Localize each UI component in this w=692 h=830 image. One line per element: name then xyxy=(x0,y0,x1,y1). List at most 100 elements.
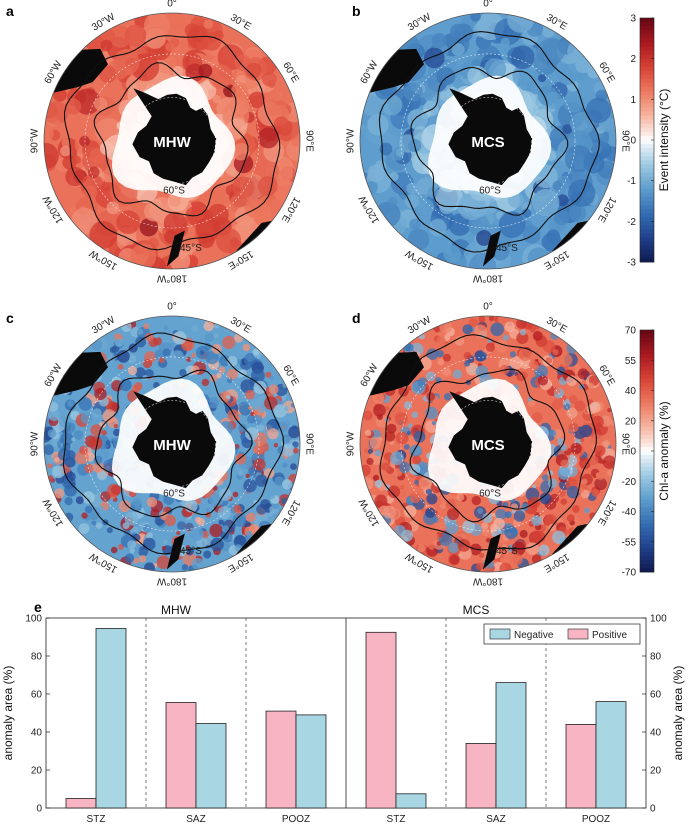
colorbar-segment xyxy=(640,491,654,496)
map-texture-cell xyxy=(124,511,139,526)
map-texture-cell xyxy=(531,515,542,526)
map-texture-cell xyxy=(519,529,528,538)
colorbar-tick-label: -40 xyxy=(622,507,637,518)
map-texture-cell xyxy=(547,478,558,488)
colorbar-segment xyxy=(640,394,654,399)
colorbar-segment xyxy=(640,475,654,480)
map-texture-cell xyxy=(570,442,582,455)
map-texture-cell xyxy=(163,211,187,235)
map-texture-cell xyxy=(264,488,276,500)
map-texture-cell xyxy=(538,544,550,556)
map-field-b xyxy=(360,13,616,269)
map-texture-cell xyxy=(47,429,57,438)
map-texture-cell xyxy=(588,455,599,466)
colorbar-segment xyxy=(640,79,654,84)
map-texture-cell xyxy=(560,459,569,469)
map-texture-cell xyxy=(407,228,430,251)
colorbar-tick-label: -2 xyxy=(627,217,636,228)
map-texture-cell xyxy=(244,198,265,219)
map-texture-cell xyxy=(413,430,426,443)
map-texture-cell xyxy=(489,316,495,322)
colorbar-segment xyxy=(640,249,654,255)
legend-swatch-Negative xyxy=(489,628,511,640)
map-texture-cell xyxy=(412,455,422,465)
map-texture-cell xyxy=(142,524,152,533)
map-texture-cell xyxy=(476,562,484,571)
colorbar-segment xyxy=(640,50,654,55)
map-field-d xyxy=(360,316,616,572)
map-texture-cell xyxy=(202,32,222,51)
colorbar-tick-label: -20 xyxy=(622,477,637,488)
map-texture-cell xyxy=(507,13,535,33)
colorbar-segment xyxy=(640,213,654,218)
map-texture-cell xyxy=(367,113,389,136)
map-texture-cell xyxy=(552,349,559,356)
bar-MCS-POOZ-Positive xyxy=(565,724,597,809)
colorbar-segment xyxy=(640,543,654,549)
map-texture-cell xyxy=(236,517,243,524)
map-texture-cell xyxy=(504,526,518,540)
map-texture-cell xyxy=(52,465,65,479)
map-texture-cell xyxy=(478,316,486,323)
map-texture-cell xyxy=(564,145,593,173)
map-texture-cell xyxy=(250,411,255,416)
colorbar-segment xyxy=(640,176,654,182)
map-texture-cell xyxy=(398,433,405,440)
colorbar-segment xyxy=(640,152,654,157)
colorbar-segment xyxy=(640,95,654,100)
y-tick-label-left: 40 xyxy=(31,728,43,739)
map-texture-cell xyxy=(44,142,59,170)
longitude-label: 90°E xyxy=(303,433,314,455)
colorbar-segment xyxy=(640,414,654,420)
map-texture-cell xyxy=(401,529,413,542)
map-texture-cell xyxy=(127,540,136,549)
map-texture-cell xyxy=(533,531,546,543)
colorbar-segment xyxy=(640,54,654,60)
map-texture-cell xyxy=(468,317,479,328)
bar-MCS-SAZ-Negative xyxy=(495,682,527,809)
map-texture-cell xyxy=(54,457,60,463)
map-texture-cell xyxy=(235,453,247,465)
map-texture-cell xyxy=(389,508,401,520)
map-texture-cell xyxy=(437,330,446,338)
longitude-label: 180°W xyxy=(156,272,187,283)
colorbar-segment xyxy=(640,370,654,375)
colorbar-segment xyxy=(640,111,654,116)
map-texture-cell xyxy=(201,378,210,387)
panel-letter-a: a xyxy=(6,3,14,19)
map-texture-cell xyxy=(60,432,74,446)
map-texture-cell xyxy=(558,489,566,497)
colorbar-tick-label: 55 xyxy=(625,356,637,367)
bar-MHW-SAZ-Positive xyxy=(165,702,197,809)
colorbar-segment xyxy=(640,515,654,520)
x-tick-label: SAZ xyxy=(186,814,205,825)
bar-MCS-POOZ-Negative xyxy=(595,701,627,809)
colorbar-segment xyxy=(640,225,654,230)
map-texture-cell xyxy=(544,91,563,110)
map-texture-cell xyxy=(452,369,463,379)
map-texture-cell xyxy=(191,558,204,571)
map-texture-cell xyxy=(563,91,585,113)
map-texture-cell xyxy=(409,218,421,231)
map-texture-cell xyxy=(267,79,276,89)
map-texture-cell xyxy=(404,444,410,450)
map-texture-cell xyxy=(531,484,537,489)
map-texture-cell xyxy=(221,525,230,533)
map-texture-cell xyxy=(447,507,460,521)
map-texture-cell xyxy=(269,375,275,381)
colorbar-segment xyxy=(640,463,654,468)
map-texture-cell xyxy=(163,325,169,331)
map-texture-cell xyxy=(403,401,413,410)
colorbar-tick-label: 2 xyxy=(630,54,636,65)
map-texture-cell xyxy=(484,58,507,81)
map-texture-cell xyxy=(443,353,451,362)
map-texture-cell xyxy=(135,367,146,378)
colorbar-segment xyxy=(640,205,654,210)
latitude-ring xyxy=(128,400,216,488)
colorbar-segment xyxy=(640,140,654,145)
map-texture-cell xyxy=(144,13,170,39)
map-texture-cell xyxy=(64,477,71,484)
map-texture-cell xyxy=(91,520,97,526)
panel-letter-d: d xyxy=(352,310,361,326)
